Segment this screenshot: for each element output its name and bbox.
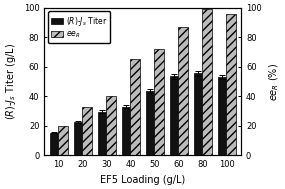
Bar <box>106 96 116 155</box>
Y-axis label: $(R)$-$J_s$ Titer (g/L): $(R)$-$J_s$ Titer (g/L) <box>4 43 18 120</box>
Bar <box>146 91 154 155</box>
X-axis label: EF5 Loading (g/L): EF5 Loading (g/L) <box>100 175 185 185</box>
Bar <box>202 9 212 155</box>
Bar <box>154 49 164 155</box>
Bar <box>74 122 82 155</box>
Bar <box>130 59 140 155</box>
Y-axis label: $ee_R$ (%): $ee_R$ (%) <box>267 63 281 101</box>
Bar <box>50 132 58 155</box>
Legend: $(R)$-$J_s$ Titer, $ee_R$: $(R)$-$J_s$ Titer, $ee_R$ <box>48 12 110 43</box>
Bar <box>170 76 178 155</box>
Bar <box>178 27 188 155</box>
Bar <box>218 77 226 155</box>
Bar <box>82 107 92 155</box>
Bar <box>58 126 68 155</box>
Bar <box>226 14 236 155</box>
Bar <box>98 112 106 155</box>
Bar <box>194 73 202 155</box>
Bar <box>122 107 130 155</box>
